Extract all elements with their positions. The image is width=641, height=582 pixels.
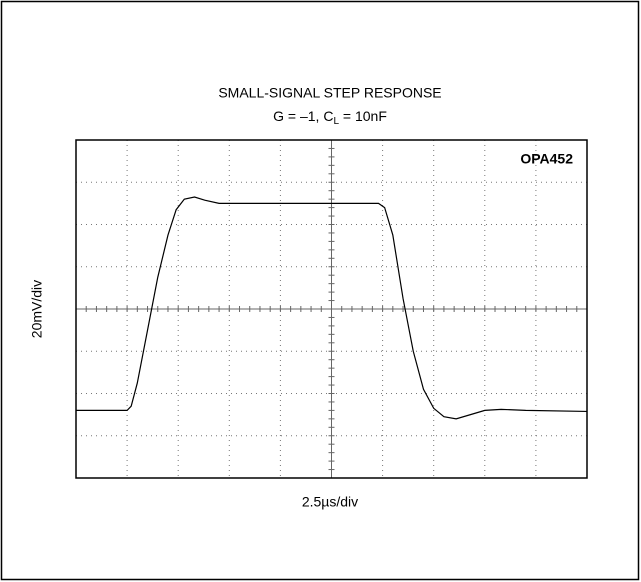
chart-title: SMALL-SIGNAL STEP RESPONSE [218, 85, 441, 101]
y-axis-label: 20mV/div [29, 280, 45, 338]
subtitle-sub: L [333, 116, 339, 127]
subtitle-part: G = –1, C [273, 108, 333, 124]
chart-subtitle: G = –1, CL = 10nF [273, 108, 387, 127]
subtitle-part: = 10nF [339, 108, 387, 124]
annotation: OPA452 [520, 151, 573, 167]
plot-frame [75, 139, 588, 479]
x-axis-label: 2.5µs/div [302, 494, 358, 510]
trace [76, 196, 588, 420]
